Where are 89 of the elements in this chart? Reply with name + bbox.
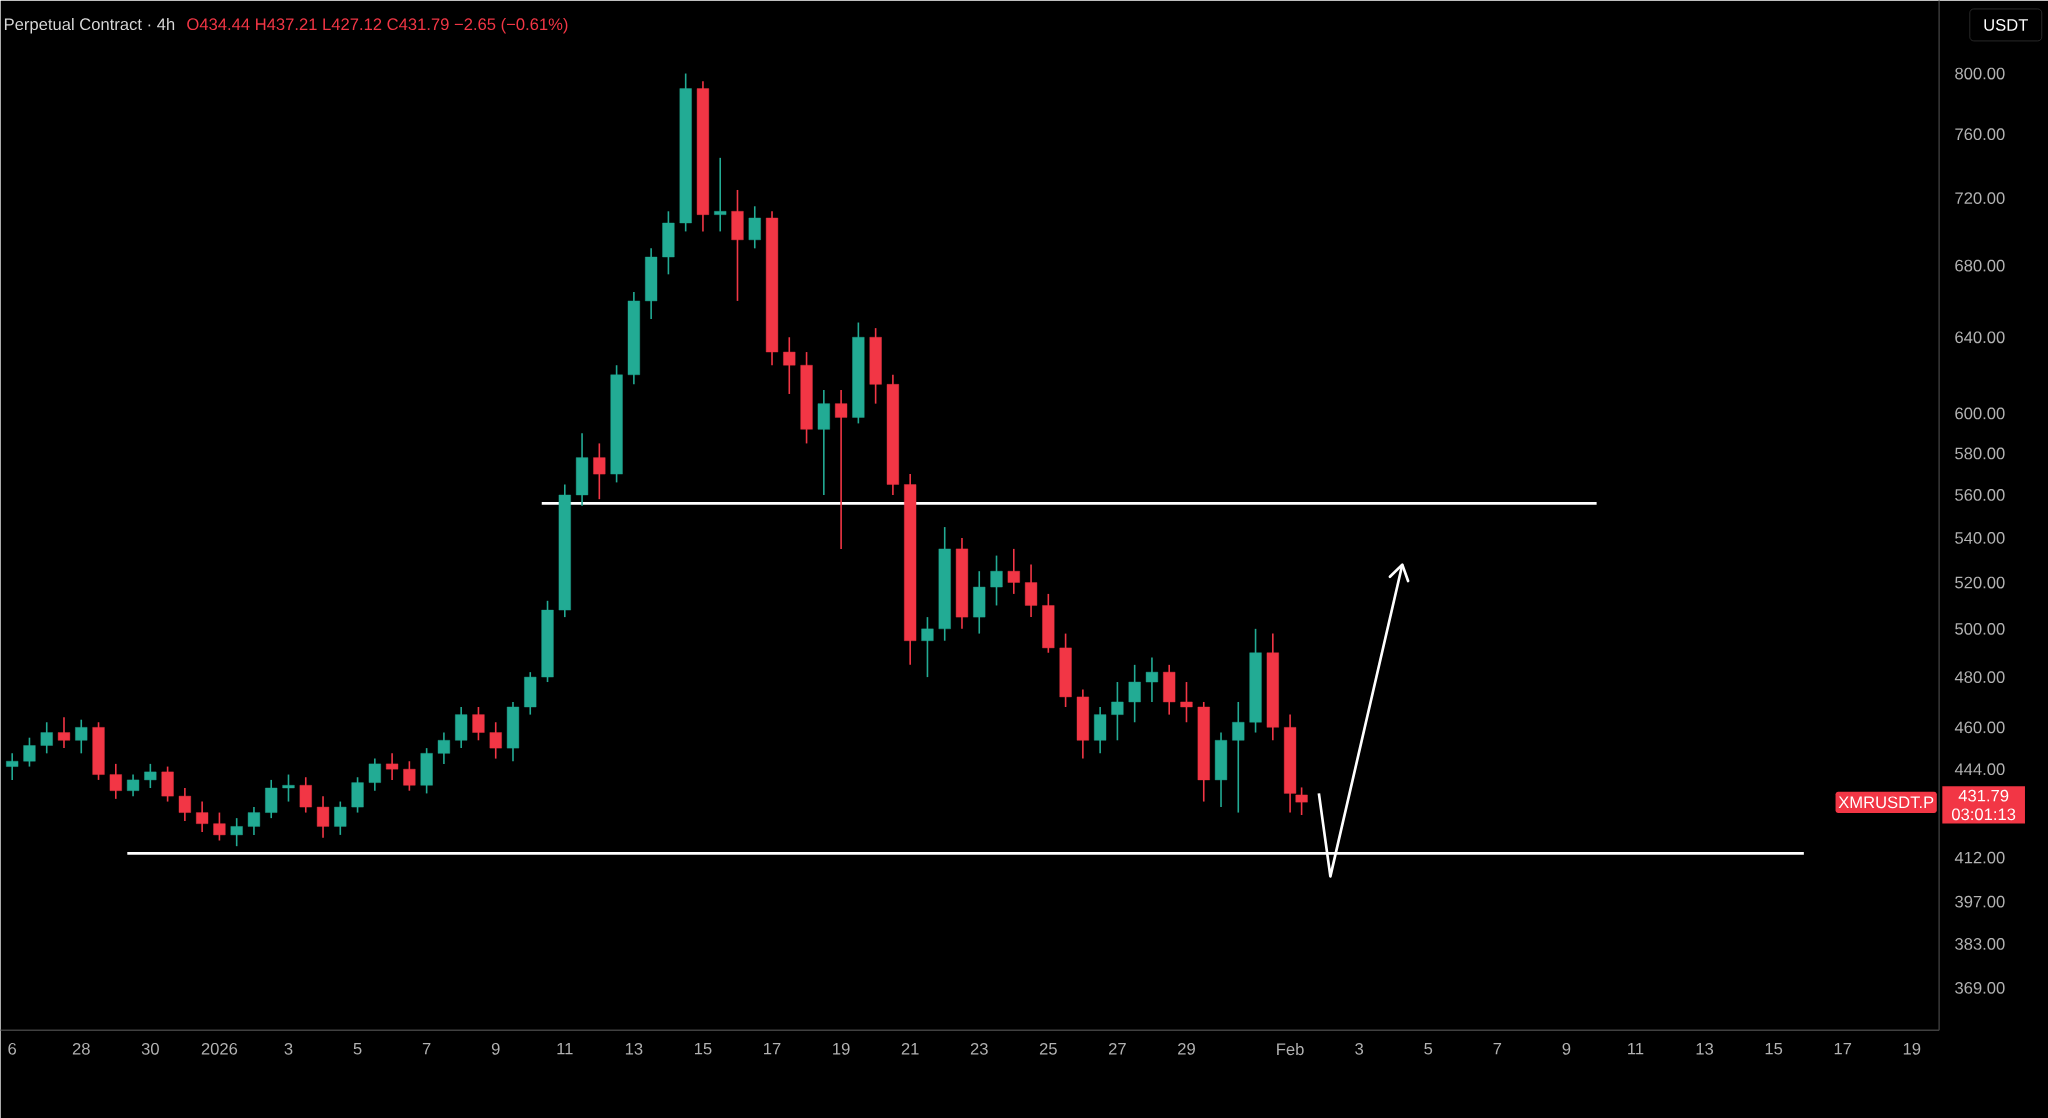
- x-tick-label: 29: [1178, 1042, 1195, 1055]
- text: Perpetual Contract · 4h: [4, 17, 175, 34]
- candlestick: [57, 716, 71, 749]
- x-tick-label: 7: [422, 1042, 431, 1055]
- y-tick-label: 560.00: [1955, 488, 2005, 501]
- y-tick-label: 800.00: [1955, 67, 2005, 80]
- candlestick: [109, 762, 122, 800]
- x-tick-label: 15: [694, 1042, 712, 1055]
- candlestick: [144, 762, 157, 789]
- candlestick: [1128, 663, 1141, 723]
- y-tick-label: 580.00: [1955, 447, 2005, 460]
- y-tick-label: 412.00: [1954, 851, 2005, 864]
- y-tick-label: 480.00: [1954, 671, 2005, 683]
- x-tick-label: 27: [1109, 1042, 1126, 1055]
- candlestick: [783, 336, 796, 395]
- candlestick: [213, 811, 226, 842]
- candlestick: [75, 718, 88, 754]
- candlestick: [1007, 547, 1020, 595]
- x-tick-label: 9: [1562, 1042, 1571, 1055]
- x-tick-label: 3: [1355, 1042, 1364, 1055]
- candlestick: [1111, 681, 1124, 741]
- x-tick-label: 7: [1493, 1042, 1502, 1055]
- candlestick: [593, 442, 606, 500]
- annotation: XMRUSDT.P: [1838, 796, 1934, 809]
- x-tick-label: 28: [72, 1042, 90, 1055]
- candlestick: [178, 787, 191, 822]
- y-tick-label: 600.00: [1955, 407, 2005, 420]
- candlestick: [472, 706, 485, 741]
- y-tick-label: 444.00: [1954, 763, 2005, 775]
- candlestick: [316, 795, 330, 839]
- x-tick-label: 19: [1903, 1042, 1921, 1055]
- candlestick: [126, 773, 140, 797]
- candlestick: [230, 817, 243, 847]
- x-tick-label: 6: [8, 1042, 17, 1055]
- y-tick-label: 460.00: [1954, 721, 2005, 734]
- y-tick-label: 720.00: [1955, 192, 2005, 204]
- y-tick-label: 680.00: [1955, 259, 2005, 272]
- candlestick: [1232, 701, 1245, 814]
- x-tick-label: 25: [1039, 1042, 1057, 1055]
- candlestick: [1180, 681, 1193, 723]
- x-tick-label: 11: [1628, 1042, 1644, 1055]
- x-tick-label: 2026: [201, 1042, 238, 1055]
- candlestick: [334, 800, 347, 836]
- candlestick: [1145, 656, 1159, 703]
- text: 03:01:13: [1951, 808, 2016, 821]
- x-tick-label: 23: [970, 1042, 988, 1055]
- x-tick-label: 19: [833, 1042, 850, 1055]
- x-tick-label: 30: [141, 1042, 159, 1055]
- y-tick-label: 397.00: [1955, 895, 2005, 908]
- candlestick: [368, 757, 381, 792]
- y-tick-label: 640.00: [1955, 331, 2005, 343]
- candlestick: [282, 773, 295, 803]
- candlestick: [196, 800, 209, 833]
- candlestick: [437, 731, 450, 765]
- x-tick-label: 17: [764, 1042, 781, 1055]
- text: USDT: [1984, 18, 2028, 31]
- candlestick: [23, 736, 36, 768]
- x-tick-label: 5: [1424, 1042, 1433, 1055]
- x-tick-label: 15: [1765, 1042, 1783, 1055]
- candlestick: [40, 721, 53, 754]
- y-tick-label: 520.00: [1955, 576, 2005, 589]
- x-tick-label: 3: [284, 1042, 293, 1055]
- candlestick: [247, 806, 261, 836]
- x-tick-label: 9: [491, 1042, 500, 1055]
- candlestick: [990, 554, 1003, 607]
- x-tick-label: 13: [625, 1042, 643, 1055]
- candlestick: [6, 752, 19, 781]
- x-tick-label: Feb: [1277, 1042, 1304, 1055]
- candlestick: [714, 156, 727, 233]
- y-tick-label: 500.00: [1955, 622, 2005, 635]
- x-tick-label: 17: [1834, 1042, 1852, 1055]
- candlestick: [748, 205, 761, 249]
- candlestick: [1024, 563, 1038, 618]
- y-tick-label: 760.00: [1955, 128, 2005, 140]
- candlestick: [386, 752, 399, 781]
- y-tick-label: 540.00: [1955, 531, 2005, 544]
- candlestick: [835, 389, 848, 550]
- x-tick-label: 5: [353, 1042, 362, 1055]
- x-tick-label: 11: [557, 1042, 573, 1055]
- y-tick-label: 383.00: [1955, 937, 2005, 950]
- text: 431.79: [1958, 789, 2009, 802]
- candlestick: [299, 776, 312, 814]
- y-tick-label: 369.00: [1955, 981, 2005, 994]
- candlestick: [921, 616, 934, 678]
- candlestick: [403, 760, 416, 792]
- candlestick: [489, 721, 502, 760]
- x-tick-label: 13: [1696, 1042, 1714, 1055]
- x-tick-label: 21: [901, 1042, 919, 1055]
- text: O434.44 H437.21 L427.12 C431.79 −2.65 (−0.61%): [187, 17, 568, 34]
